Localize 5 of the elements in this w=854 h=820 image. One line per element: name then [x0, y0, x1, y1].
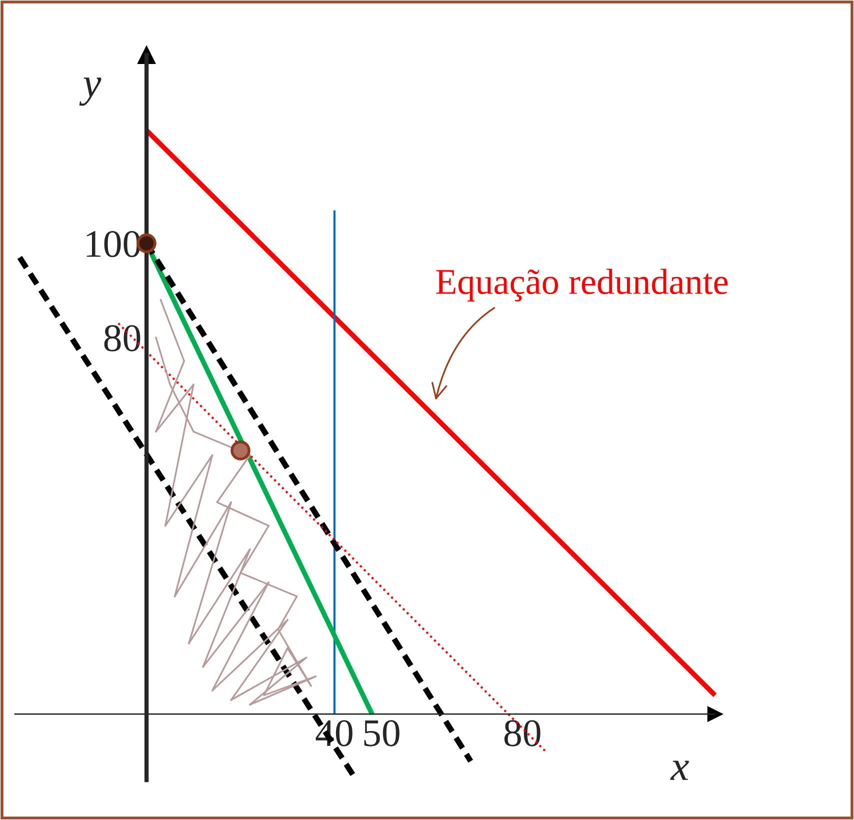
- x-axis-title: x: [670, 760, 689, 780]
- x-tick-label: 80: [504, 720, 540, 746]
- annotation: Equação redundante: [436, 268, 728, 302]
- y-axis-title: y: [79, 78, 102, 106]
- x-tick-label: 50: [364, 720, 400, 746]
